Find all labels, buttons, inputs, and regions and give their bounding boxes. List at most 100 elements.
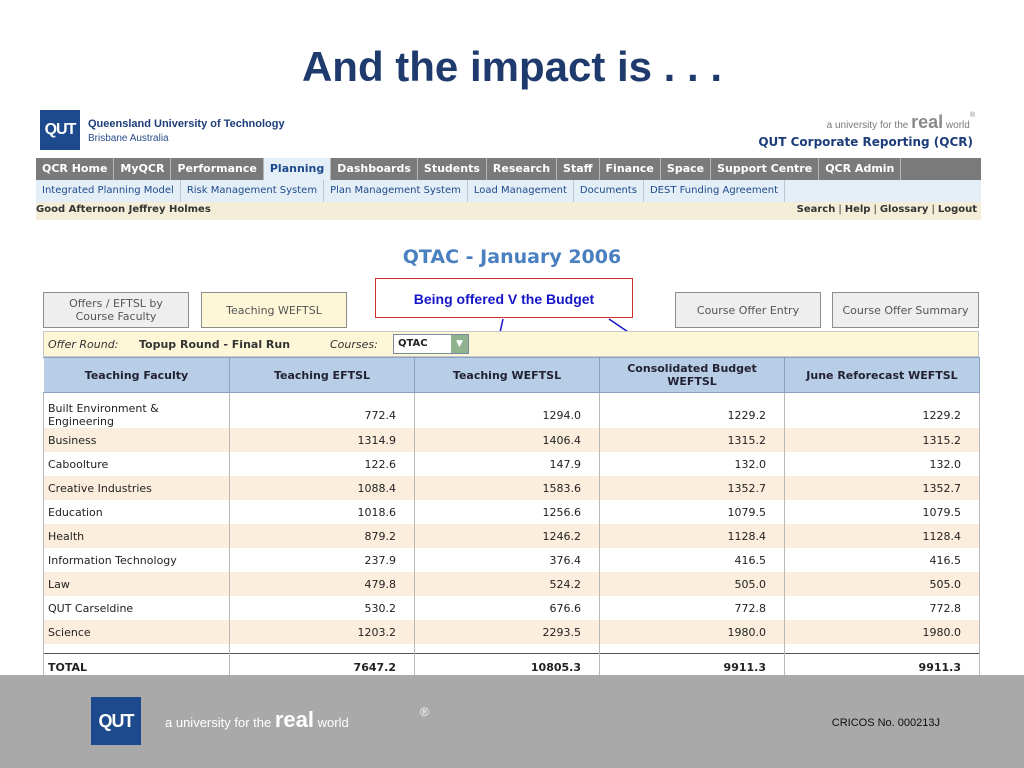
tab-course-offer-entry[interactable]: Course Offer Entry	[675, 292, 821, 328]
table-row: QUT Carseldine 530.2 676.6 772.8 772.8	[43, 596, 980, 620]
faculty-cell: Creative Industries	[43, 476, 230, 500]
eftsl-cell: 530.2	[229, 596, 415, 620]
table-row: Information Technology 237.9 376.4 416.5…	[43, 548, 980, 572]
table-row: Education 1018.6 1256.6 1079.5 1079.5	[43, 500, 980, 524]
tab-teaching-wefstl-label: Teaching WEFTSL	[226, 303, 322, 317]
reforecast-cell: 1128.4	[784, 524, 980, 548]
footer-tag-real: real	[274, 707, 314, 732]
budget-cell: 416.5	[599, 548, 785, 572]
offer-round-label: Offer Round:	[48, 338, 119, 351]
qut-logo[interactable]: QUT	[40, 110, 80, 150]
courses-select-value: QTAC	[398, 338, 428, 349]
footer-tag-world: world	[317, 715, 349, 730]
chevron-down-icon[interactable]: ▼	[451, 335, 468, 353]
nav-planning[interactable]: Planning	[263, 158, 332, 180]
col-teaching-weftsl[interactable]: Teaching WEFTSL	[414, 357, 600, 393]
separator: |	[931, 204, 935, 215]
subnav-integrated-planning-model[interactable]: Integrated Planning Model	[36, 180, 181, 202]
tab-offers-line1: Offers / EFTSL by	[69, 297, 163, 310]
tab-course-offer-summary[interactable]: Course Offer Summary	[832, 292, 979, 328]
courses-select[interactable]: QTAC ▼	[393, 334, 469, 354]
nav-space[interactable]: Space	[661, 158, 712, 180]
tab-course-offer-summary-label: Course Offer Summary	[842, 303, 969, 317]
nav-finance[interactable]: Finance	[600, 158, 661, 180]
eftsl-cell: 1314.9	[229, 428, 415, 452]
reforecast-cell: 505.0	[784, 572, 980, 596]
table-row: Caboolture 122.6 147.9 132.0 132.0	[43, 452, 980, 476]
reforecast-cell: 132.0	[784, 452, 980, 476]
tagline-real: real	[911, 112, 944, 132]
subnav-risk-management-system[interactable]: Risk Management System	[181, 180, 325, 202]
footer-registered-mark: ®	[420, 705, 429, 719]
col-teaching-eftsl[interactable]: Teaching EFTSL	[229, 357, 415, 393]
nav-research[interactable]: Research	[487, 158, 558, 180]
nav-qcr-home[interactable]: QCR Home	[36, 158, 115, 180]
app-title: QUT Corporate Reporting (QCR)	[758, 135, 973, 149]
tab-teaching-wefstl[interactable]: Teaching WEFTSL	[201, 292, 347, 328]
reforecast-cell: 416.5	[784, 548, 980, 572]
reforecast-cell: 1229.2	[784, 402, 980, 428]
col-june-reforecast-weftsl[interactable]: June Reforecast WEFTSL	[784, 357, 980, 393]
slide-title: And the impact is . . .	[301, 43, 723, 90]
search-link[interactable]: Search	[796, 204, 836, 215]
tab-offers-line2: Course Faculty	[75, 310, 157, 323]
sub-nav: Integrated Planning Model Risk Managemen…	[36, 180, 981, 202]
col-consolidated-budget-weftsl[interactable]: Consolidated Budget WEFTSL	[599, 357, 785, 393]
table-row: Business 1314.9 1406.4 1315.2 1315.2	[43, 428, 980, 452]
subnav-plan-management-system[interactable]: Plan Management System	[324, 180, 468, 202]
table-row: Law 479.8 524.2 505.0 505.0	[43, 572, 980, 596]
header-tagline: a university for the real world®	[827, 112, 975, 133]
tab-course-offer-entry-label: Course Offer Entry	[696, 303, 800, 317]
separator: |	[838, 204, 842, 215]
qcr-header: QUT Queensland University of Technology …	[36, 108, 981, 156]
reforecast-cell: 1079.5	[784, 500, 980, 524]
weftsl-cell: 2293.5	[414, 620, 600, 644]
nav-students[interactable]: Students	[418, 158, 487, 180]
subnav-dest-funding-agreement[interactable]: DEST Funding Agreement	[644, 180, 786, 202]
cricos-number: CRICOS No. 000213J	[831, 717, 940, 729]
filter-bar: Offer Round: Topup Round - Final Run Cou…	[43, 331, 979, 357]
nav-performance[interactable]: Performance	[171, 158, 264, 180]
eftsl-cell: 122.6	[229, 452, 415, 476]
slide-footer: QUT a university for the real world ® CR…	[0, 675, 1024, 768]
faculty-cell: Law	[43, 572, 230, 596]
eftsl-cell: 1088.4	[229, 476, 415, 500]
budget-cell: 505.0	[599, 572, 785, 596]
footer-tagline: a university for the real world	[165, 707, 349, 733]
budget-cell: 1352.7	[599, 476, 785, 500]
tab-offers-eftsl-by-course-faculty[interactable]: Offers / EFTSL by Course Faculty	[43, 292, 189, 328]
eftsl-cell: 1018.6	[229, 500, 415, 524]
subnav-load-management[interactable]: Load Management	[468, 180, 574, 202]
eftsl-cell: 237.9	[229, 548, 415, 572]
glossary-link[interactable]: Glossary	[879, 204, 929, 215]
help-link[interactable]: Help	[844, 204, 871, 215]
weftsl-cell: 676.6	[414, 596, 600, 620]
nav-dashboards[interactable]: Dashboards	[331, 158, 418, 180]
weftsl-cell: 1406.4	[414, 428, 600, 452]
nav-qcr-admin[interactable]: QCR Admin	[819, 158, 902, 180]
subnav-documents[interactable]: Documents	[574, 180, 644, 202]
greeting-text: Good Afternoon Jeffrey Holmes	[36, 204, 211, 215]
nav-myqcr[interactable]: MyQCR	[114, 158, 172, 180]
faculty-cell: Health	[43, 524, 230, 548]
table-header-row: Teaching Faculty Teaching EFTSL Teaching…	[43, 357, 980, 393]
reforecast-cell: 1980.0	[784, 620, 980, 644]
weftsl-cell: 376.4	[414, 548, 600, 572]
offer-round-value: Topup Round - Final Run	[139, 338, 291, 351]
logout-link[interactable]: Logout	[937, 204, 977, 215]
reforecast-cell: 1352.7	[784, 476, 980, 500]
separator: |	[873, 204, 877, 215]
tagline-registered: ®	[969, 112, 975, 119]
reforecast-cell: 1315.2	[784, 428, 980, 452]
budget-cell: 132.0	[599, 452, 785, 476]
table-row: Built Environment & Engineering 772.4 12…	[43, 402, 980, 428]
col-teaching-faculty[interactable]: Teaching Faculty	[43, 357, 230, 393]
nav-support-centre[interactable]: Support Centre	[711, 158, 820, 180]
report-title: QTAC - January 2006	[402, 246, 622, 268]
main-nav: QCR Home MyQCR Performance Planning Dash…	[36, 158, 981, 180]
nav-staff[interactable]: Staff	[557, 158, 600, 180]
faculty-cell: Business	[43, 428, 230, 452]
table-row: Health 879.2 1246.2 1128.4 1128.4	[43, 524, 980, 548]
eftsl-cell: 772.4	[229, 402, 415, 428]
weftsl-cell: 147.9	[414, 452, 600, 476]
